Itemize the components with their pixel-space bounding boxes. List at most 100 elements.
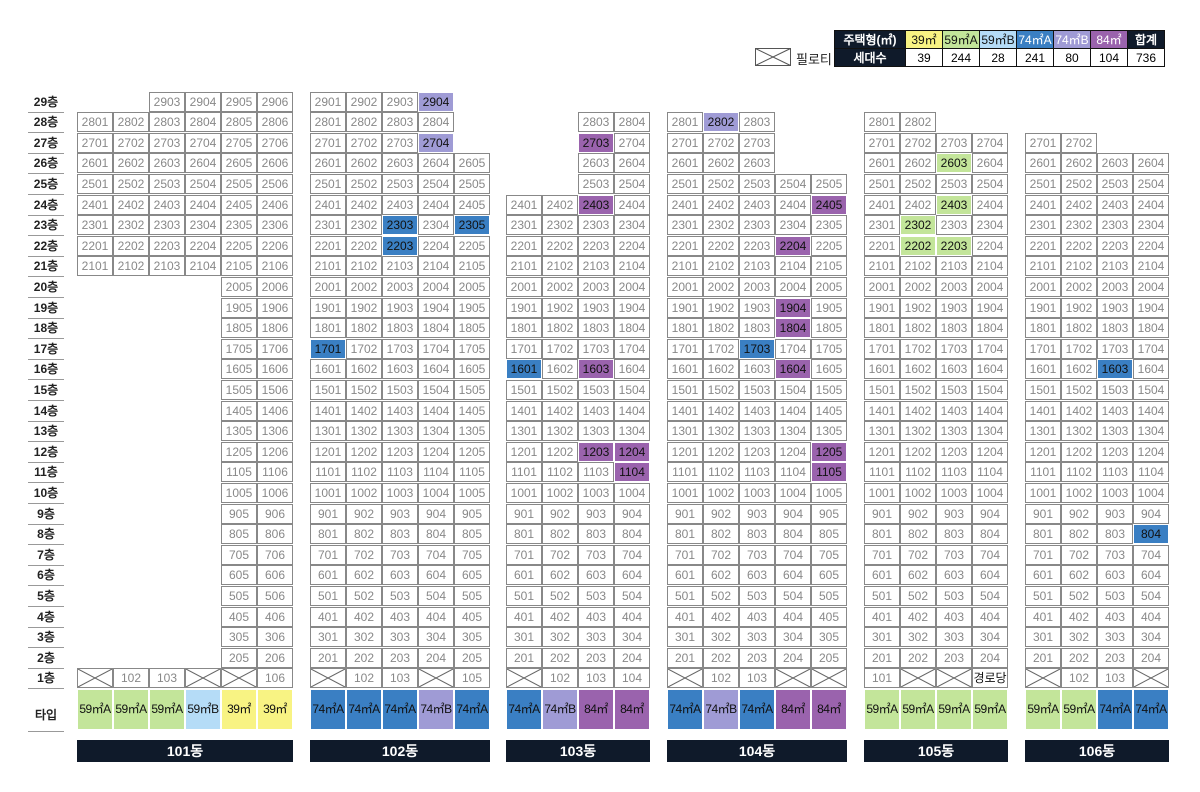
unit-cell: 1503: [936, 380, 972, 400]
unit-cell: 2301: [77, 215, 113, 235]
unit-cell: 2202: [542, 236, 578, 256]
unit-cell: 1302: [542, 421, 578, 441]
unit-cell: 2405: [454, 195, 490, 215]
unit-cell: 2201: [506, 236, 542, 256]
unit-cell: 2201: [1025, 236, 1061, 256]
unit-cell: 2303: [578, 215, 614, 235]
unit-cell: 1204: [614, 442, 650, 462]
unit-cell: 1704: [614, 339, 650, 359]
unit-cell: 702: [1061, 545, 1097, 565]
unit-cell: 1403: [1097, 401, 1133, 421]
unit-cell: 1203: [382, 442, 418, 462]
unit-cell: 1804: [614, 318, 650, 338]
unit-cell: 2303: [936, 215, 972, 235]
unit-cell: 1404: [972, 401, 1008, 421]
unit-cell: 2003: [739, 277, 775, 297]
unit-cell: 401: [506, 607, 542, 627]
unit-cell: 702: [900, 545, 936, 565]
unit-cell: 1603: [382, 359, 418, 379]
floor-label: 10층: [33, 486, 59, 500]
ground-unit-cell: 103: [578, 668, 614, 688]
unit-cell: 202: [346, 648, 382, 668]
floor-divider: [28, 256, 64, 257]
unit-cell: 1706: [257, 339, 293, 359]
unit-cell: 2205: [221, 236, 257, 256]
legend-count-cell: 104: [1090, 48, 1128, 67]
unit-cell: 2505: [454, 174, 490, 194]
unit-cell: 201: [864, 648, 900, 668]
unit-cell: 301: [667, 627, 703, 647]
unit-cell: 2203: [382, 236, 418, 256]
unit-cell: 2701: [864, 133, 900, 153]
unit-cell: 1505: [221, 380, 257, 400]
unit-cell: 1203: [936, 442, 972, 462]
unit-cell: 1904: [614, 298, 650, 318]
unit-cell: 804: [614, 524, 650, 544]
floor-label: 22층: [33, 239, 59, 253]
unit-cell: 305: [454, 627, 490, 647]
building-label: 104동: [667, 740, 847, 762]
unit-cell: 1604: [1133, 359, 1169, 379]
unit-cell: 1304: [614, 421, 650, 441]
unit-cell: 2604: [1133, 153, 1169, 173]
ground-unit-cell: 103: [1097, 668, 1133, 688]
piloti-icon: [776, 669, 810, 687]
unit-type-cell: 59㎡A: [149, 689, 185, 730]
ground-unit-cell: 103: [739, 668, 775, 688]
piloti-icon: [222, 669, 256, 687]
unit-cell: 703: [1097, 545, 1133, 565]
unit-cell: 1605: [221, 359, 257, 379]
unit-cell: 404: [972, 607, 1008, 627]
unit-cell: 1704: [972, 339, 1008, 359]
unit-type-cell: 84㎡: [578, 689, 614, 730]
unit-type-cell: 74㎡A: [1097, 689, 1133, 730]
unit-cell: 2703: [578, 133, 614, 153]
legend-count-cell: 80: [1053, 48, 1091, 67]
unit-cell: 1705: [811, 339, 847, 359]
unit-cell: 2306: [257, 215, 293, 235]
unit-cell: 2002: [703, 277, 739, 297]
unit-cell: 501: [864, 586, 900, 606]
unit-cell: 1802: [900, 318, 936, 338]
piloti-icon: [1134, 669, 1168, 687]
piloti-icon: [78, 669, 112, 687]
unit-cell: 303: [578, 627, 614, 647]
unit-cell: 404: [775, 607, 811, 627]
floor-label: 2층: [37, 651, 55, 665]
unit-cell: 1003: [1097, 483, 1133, 503]
unit-cell: 1101: [310, 462, 346, 482]
unit-cell: 905: [454, 504, 490, 524]
unit-cell: 501: [1025, 586, 1061, 606]
unit-cell: 2302: [703, 215, 739, 235]
unit-cell: 2606: [257, 153, 293, 173]
unit-cell: 2801: [310, 112, 346, 132]
legend-type-header: 주택형(㎡): [834, 30, 906, 49]
unit-cell: 1902: [542, 298, 578, 318]
unit-cell: 2405: [811, 195, 847, 215]
floor-divider: [28, 544, 64, 545]
unit-cell: 403: [578, 607, 614, 627]
unit-cell: 204: [972, 648, 1008, 668]
floor-divider: [28, 153, 64, 154]
unit-cell: 1101: [864, 462, 900, 482]
unit-cell: 1104: [418, 462, 454, 482]
unit-cell: 2505: [221, 174, 257, 194]
unit-type-cell: 59㎡A: [864, 689, 900, 730]
unit-cell: 801: [864, 524, 900, 544]
unit-cell: 1205: [221, 442, 257, 462]
piloti-key-icon: [755, 48, 791, 66]
unit-cell: 203: [936, 648, 972, 668]
unit-cell: 1401: [310, 401, 346, 421]
unit-cell: 701: [310, 545, 346, 565]
unit-cell: 1504: [1133, 380, 1169, 400]
unit-cell: 503: [1097, 586, 1133, 606]
unit-cell: 2503: [739, 174, 775, 194]
unit-cell: 401: [864, 607, 900, 627]
unit-cell: 304: [972, 627, 1008, 647]
unit-cell: 2502: [113, 174, 149, 194]
unit-cell: 203: [578, 648, 614, 668]
unit-cell: 1805: [221, 318, 257, 338]
unit-cell: 2504: [185, 174, 221, 194]
unit-cell: 2401: [864, 195, 900, 215]
unit-cell: 1404: [614, 401, 650, 421]
